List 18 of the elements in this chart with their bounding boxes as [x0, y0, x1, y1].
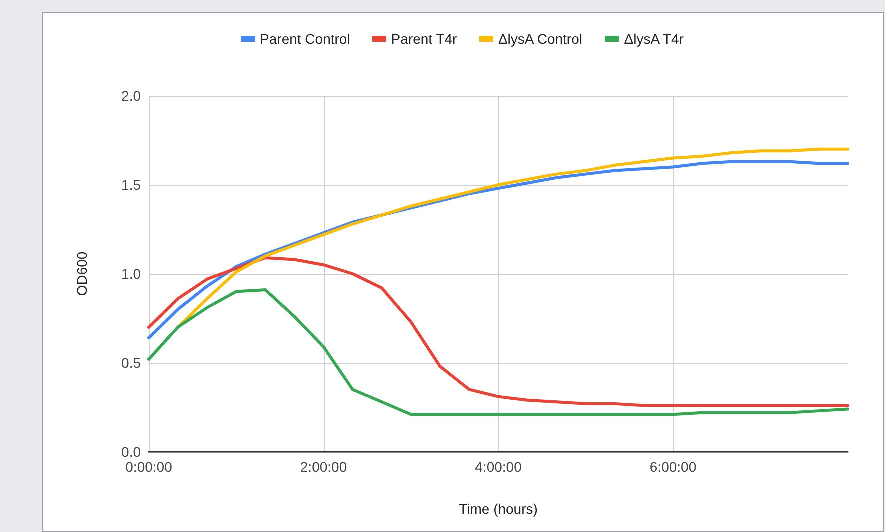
y-axis-title: OD600 — [74, 252, 90, 296]
y-tick-label: 0.0 — [122, 444, 142, 460]
x-tick-label: 4:00:00 — [475, 459, 522, 475]
y-tick-label: 1.5 — [122, 177, 142, 193]
legend-label: Parent Control — [260, 31, 350, 47]
x-tick-label: 0:00:00 — [126, 459, 173, 475]
x-tick-label: 6:00:00 — [650, 459, 697, 475]
y-tick-label: 0.5 — [122, 355, 142, 371]
legend-label: ΔlysA T4r — [624, 31, 684, 47]
legend-label: Parent T4r — [391, 31, 458, 47]
y-tick-label: 2.0 — [122, 88, 142, 104]
x-axis-title: Time (hours) — [459, 501, 538, 517]
line-series — [148, 256, 850, 408]
x-tick-label: 2:00:00 — [300, 459, 348, 475]
y-tick-label: 1.0 — [122, 266, 142, 282]
legend-label: ΔlysA Control — [498, 31, 583, 47]
line-series — [148, 288, 850, 416]
line-series — [176, 148, 850, 329]
